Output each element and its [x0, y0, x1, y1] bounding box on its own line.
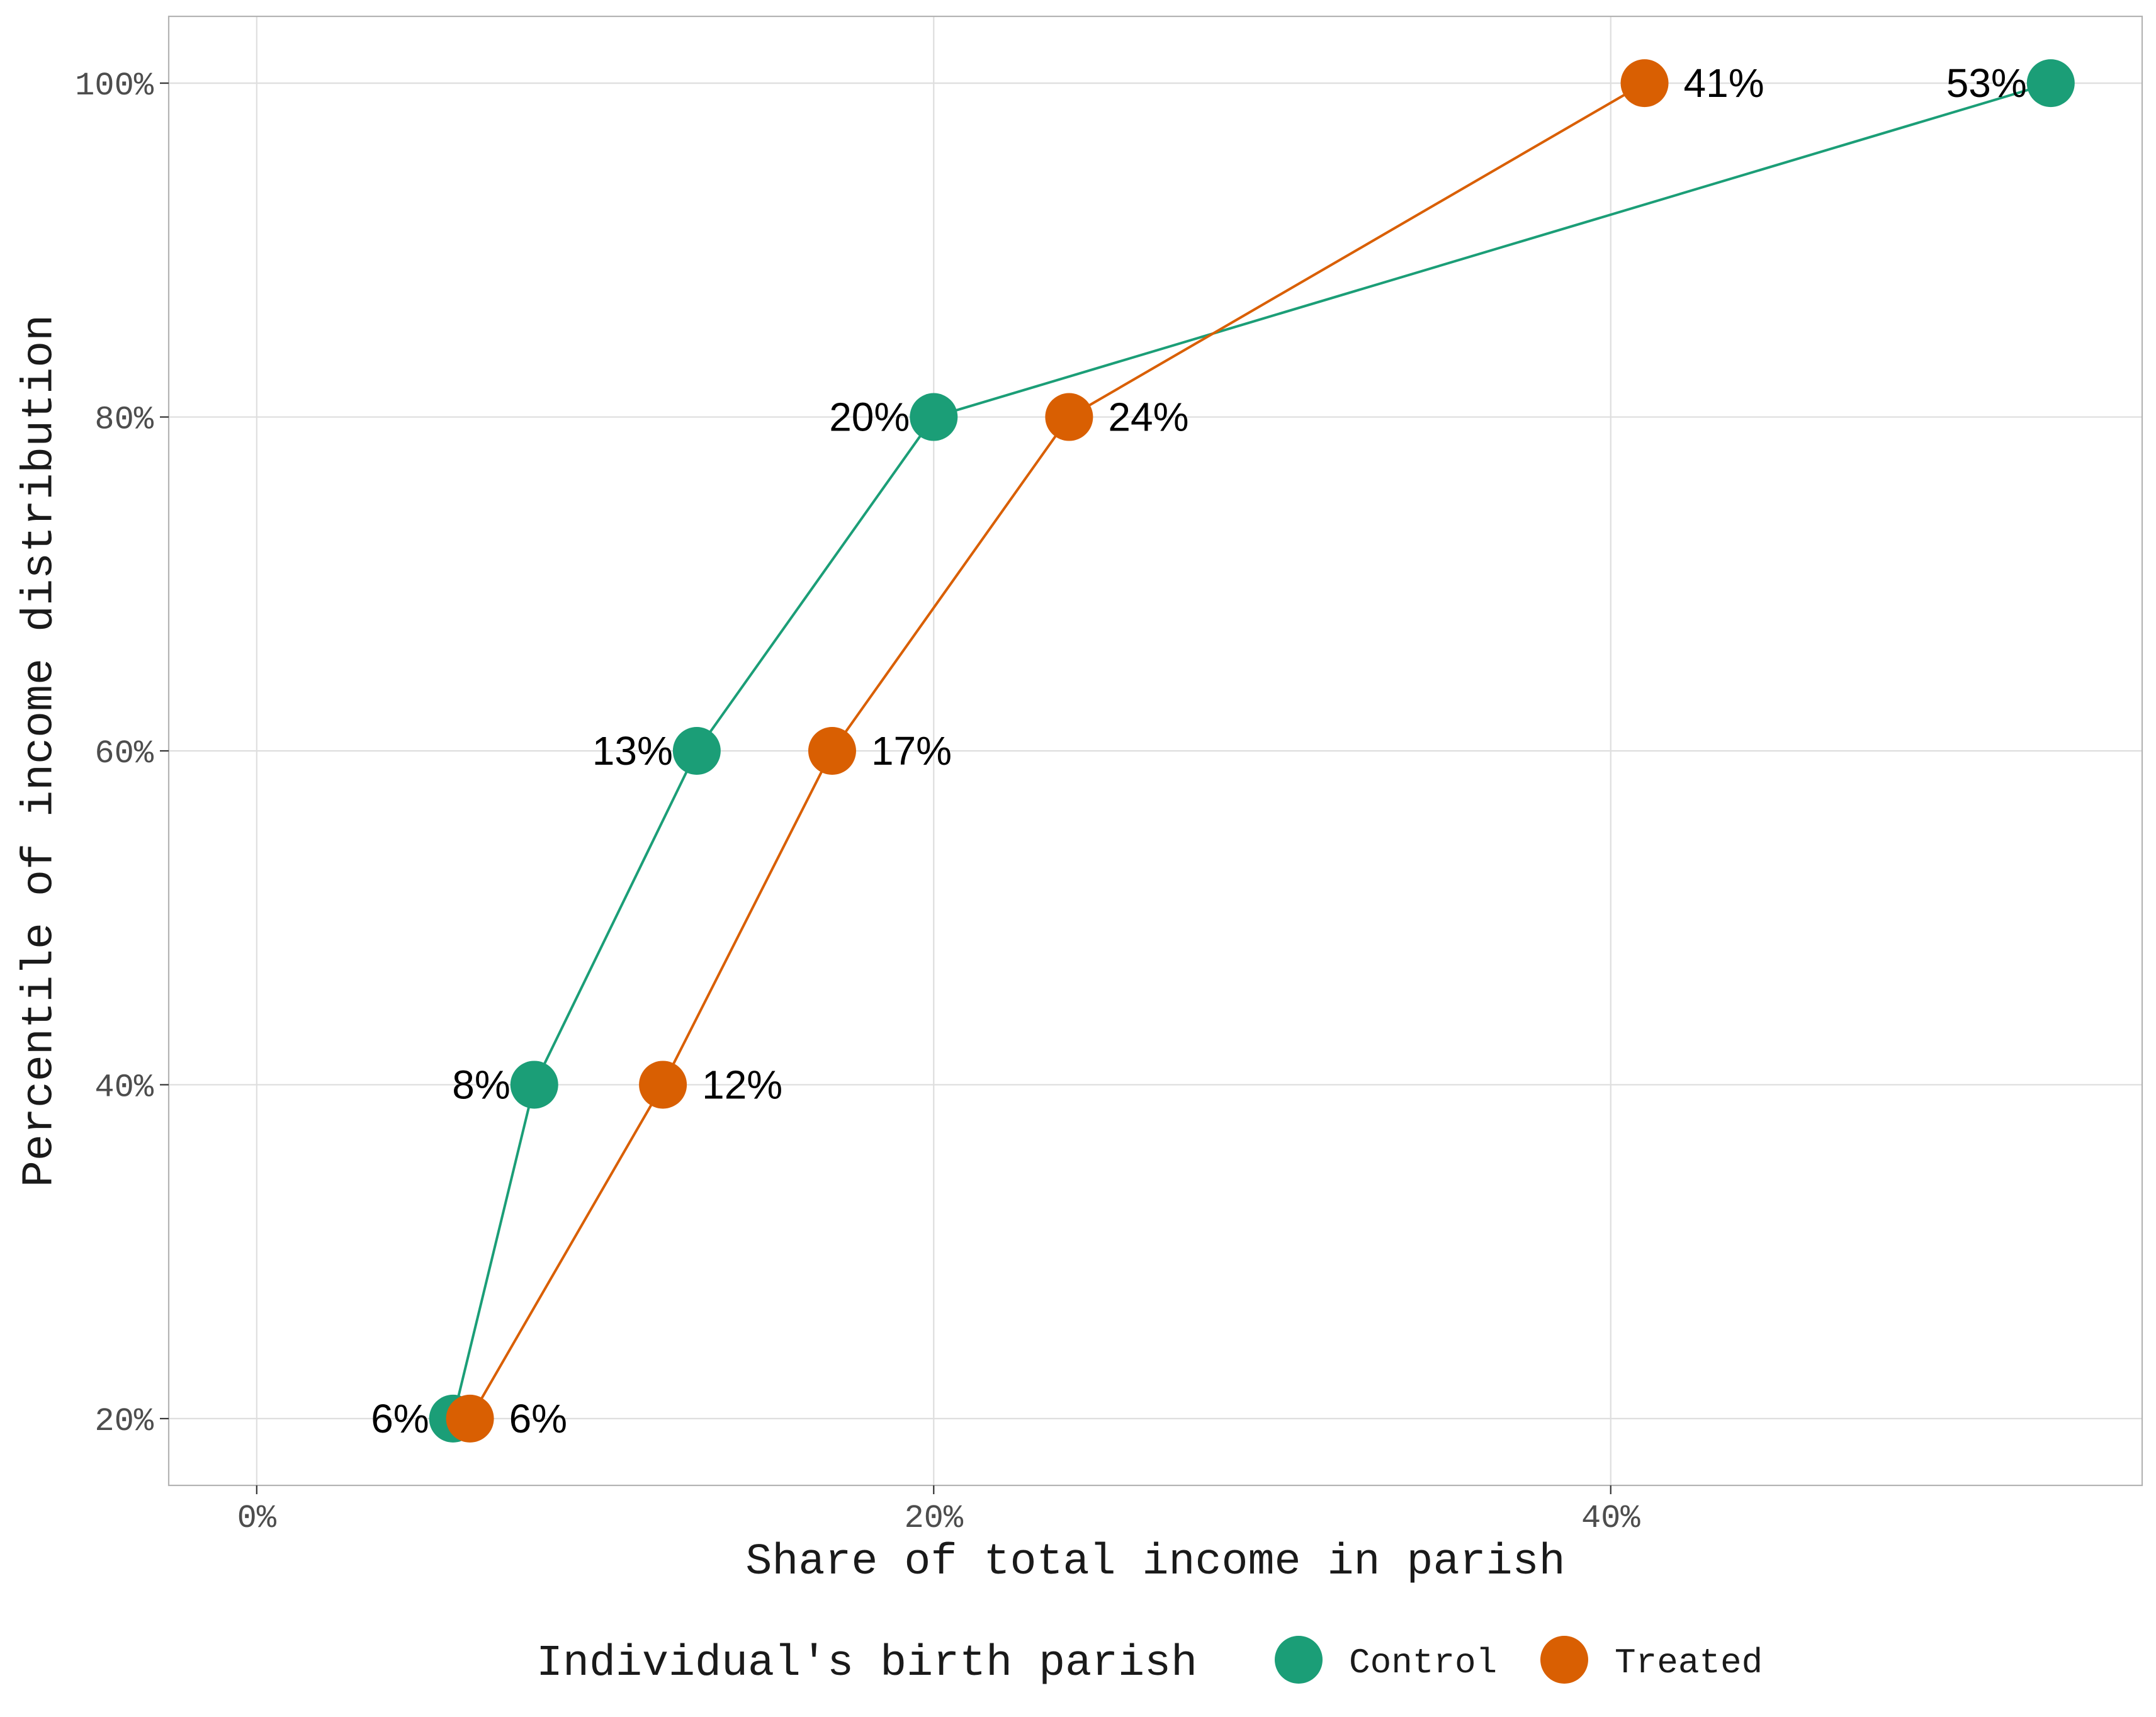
gridlines — [169, 16, 2142, 1485]
y-tick-label: 80% — [94, 402, 154, 439]
data-label-treated: 17% — [871, 728, 952, 774]
data-point-treated — [1045, 393, 1093, 441]
data-label-control: 20% — [829, 395, 910, 440]
y-tick-label: 20% — [94, 1403, 154, 1440]
data-point-treated — [639, 1061, 687, 1109]
data-point-treated — [808, 727, 856, 775]
legend-label-treated: Treated — [1615, 1643, 1763, 1683]
data-label-treated: 41% — [1684, 60, 1764, 106]
x-tick-label: 40% — [1581, 1500, 1640, 1537]
legend-label-control: Control — [1349, 1643, 1497, 1683]
data-label-control: 8% — [452, 1062, 511, 1107]
y-tick-label: 100% — [75, 67, 154, 104]
data-point-treated — [1620, 59, 1669, 108]
legend-key-control — [1275, 1636, 1323, 1684]
data-label-control: 13% — [592, 728, 673, 774]
data-label-control: 53% — [1946, 60, 2027, 106]
data-point-control — [2026, 59, 2075, 108]
data-label-control: 6% — [371, 1396, 429, 1441]
data-point-control — [672, 727, 721, 775]
legend-key-treated — [1540, 1636, 1588, 1684]
y-axis-title: Percentile of income distribution — [16, 315, 65, 1187]
data-labels: 6% 8% 13% 20% 53% 6% 12% 17% 24% 41% — [371, 60, 2027, 1441]
data-label-treated: 6% — [509, 1396, 568, 1441]
legend: Individual's birth parish Control Treate… — [536, 1636, 1763, 1689]
series-group — [429, 59, 2075, 1443]
x-tick-label: 20% — [904, 1500, 963, 1537]
data-label-treated: 24% — [1108, 395, 1188, 440]
data-point-control — [510, 1061, 558, 1109]
data-point-treated — [446, 1394, 494, 1443]
data-point-control — [910, 393, 958, 441]
legend-title: Individual's birth parish — [536, 1639, 1197, 1689]
y-tick-label: 60% — [94, 735, 154, 772]
axes: 0% 20% 40% 20% 40% 60% 80% 100% — [75, 67, 1640, 1537]
y-tick-label: 40% — [94, 1069, 154, 1106]
data-label-treated: 12% — [702, 1062, 782, 1107]
x-axis-title: Share of total income in parish — [745, 1538, 1565, 1587]
x-tick-label: 0% — [237, 1500, 277, 1537]
